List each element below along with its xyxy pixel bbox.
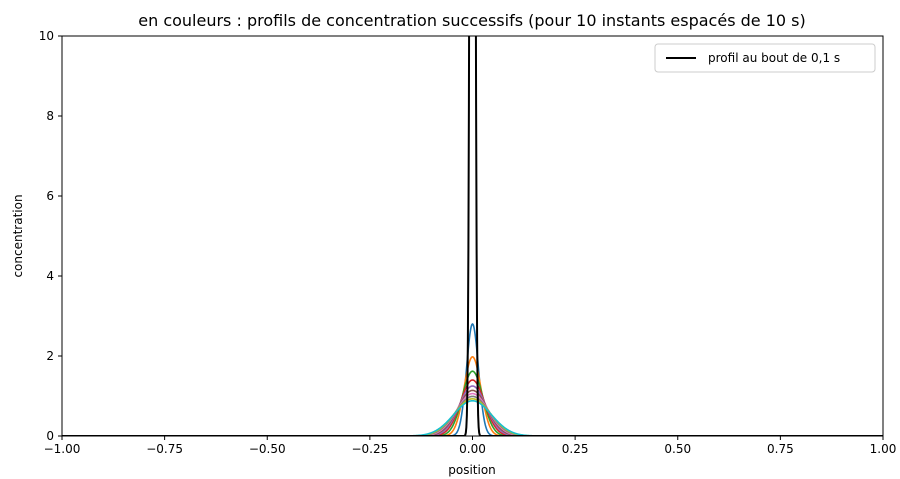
x-tick-label: 0.25	[562, 442, 589, 456]
plot-area	[62, 36, 883, 436]
series-line-10	[62, 399, 883, 436]
series-line-6	[62, 389, 883, 436]
series-line-7	[62, 392, 883, 436]
x-tick-label: 0.50	[664, 442, 691, 456]
x-tick-label: −0.75	[146, 442, 183, 456]
series-line-8	[62, 395, 883, 436]
legend-frame	[654, 43, 876, 73]
x-axis: −1.00 −0.75 −0.50 −0.25 0.00 0.25 0.50 0.75 1.00	[44, 436, 897, 456]
y-tick-label: 0	[46, 429, 54, 443]
x-tick-label: 0.75	[767, 442, 794, 456]
y-tick-label: 4	[46, 269, 54, 283]
x-tick-label: 1.00	[870, 442, 897, 456]
series-line-5	[62, 385, 883, 436]
x-axis-label: position	[448, 463, 496, 477]
series-line-4	[62, 379, 883, 436]
series-line-3	[62, 370, 883, 436]
y-tick-label: 8	[46, 109, 54, 123]
series-layer	[62, 36, 883, 436]
y-tick-label: 10	[39, 29, 54, 43]
series-line-1	[62, 322, 883, 436]
legend-label: profil au bout de 0,1 s	[708, 51, 840, 65]
x-tick-label: 0.00	[459, 442, 486, 456]
series-line-9	[62, 397, 883, 436]
y-tick-label: 6	[46, 189, 54, 203]
y-axis: 0 2 4 6 8 10	[39, 29, 62, 443]
chart-title: en couleurs : profils de concentration s…	[138, 11, 805, 30]
y-axis-label: concentration	[11, 194, 25, 277]
x-tick-label: −1.00	[44, 442, 81, 456]
series-line-2	[62, 355, 883, 436]
y-tick-label: 2	[46, 349, 54, 363]
x-tick-label: −0.50	[249, 442, 286, 456]
x-tick-label: −0.25	[351, 442, 388, 456]
legend: profil au bout de 0,1 s	[654, 43, 876, 73]
